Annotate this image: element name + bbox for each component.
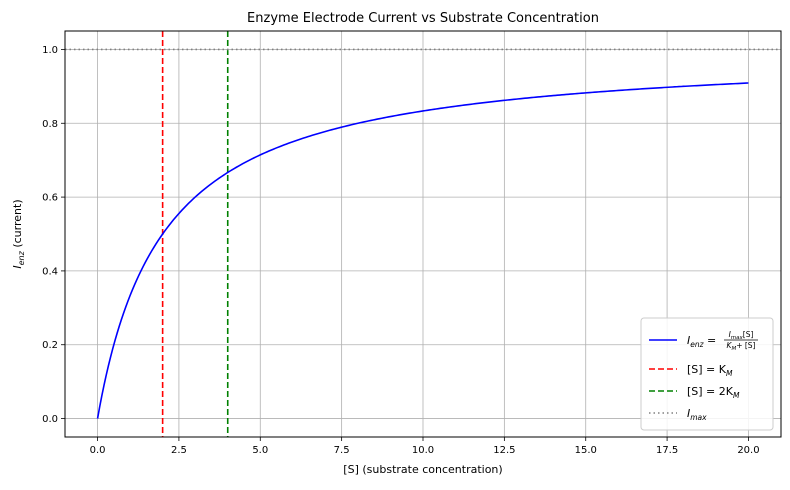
series-layer [96, 82, 749, 419]
legend-label-curve-lhs: Ienz = [687, 334, 716, 349]
y-axis-label-main: I [11, 265, 24, 268]
y-axis-ticks: 0.0 0.2 0.4 0.6 0.8 1.0 [42, 45, 65, 425]
x-axis-ticks: 0.0 2.5 5.0 7.5 10.0 12.5 15.0 17.5 20.0 [90, 437, 760, 456]
legend-entry-2km: [S] = 2KM [649, 385, 740, 400]
legend-label-curve-denominator: KM+ [S] [727, 341, 756, 352]
x-axis-label: [S] (substrate concentration) [343, 463, 502, 476]
legend-entry-km: [S] = KM [649, 363, 733, 378]
chart-title: Enzyme Electrode Current vs Substrate Co… [247, 11, 599, 26]
y-axis-label: Ienz (current) [11, 199, 26, 268]
y-axis-label-rest: (current) [11, 199, 24, 251]
legend-label-imax: Imax [687, 407, 707, 422]
x-tick-label: 2.5 [171, 445, 187, 456]
legend: Ienz = Imax[S] KM+ [S] [S] = KM [S] = 2K… [640, 317, 774, 431]
x-tick-label: 7.5 [334, 445, 350, 456]
legend-entry-curve: Ienz = Imax[S] KM+ [S] [649, 330, 758, 352]
x-tick-label: 17.5 [656, 445, 678, 456]
y-tick-label: 1.0 [42, 45, 58, 56]
y-tick-label: 0.6 [42, 193, 58, 204]
x-tick-label: 20.0 [737, 445, 759, 456]
x-tick-label: 12.5 [493, 445, 515, 456]
legend-entry-imax: Imax [649, 407, 707, 422]
y-tick-label: 0.0 [42, 414, 58, 425]
x-tick-label: 0.0 [90, 445, 106, 456]
legend-label-curve-numerator: Imax[S] [729, 330, 754, 341]
y-axis-label-sub: enz [17, 250, 26, 265]
x-tick-label: 15.0 [575, 445, 597, 456]
x-tick-label: 5.0 [252, 445, 268, 456]
series-line-enzyme-current [96, 82, 749, 419]
y-tick-label: 0.2 [42, 340, 58, 351]
y-tick-label: 0.8 [42, 119, 58, 130]
legend-box [640, 317, 774, 431]
legend-label-km: [S] = KM [687, 363, 733, 378]
x-tick-label: 10.0 [412, 445, 434, 456]
y-tick-label: 0.4 [42, 266, 58, 277]
legend-label-2km: [S] = 2KM [687, 385, 740, 400]
